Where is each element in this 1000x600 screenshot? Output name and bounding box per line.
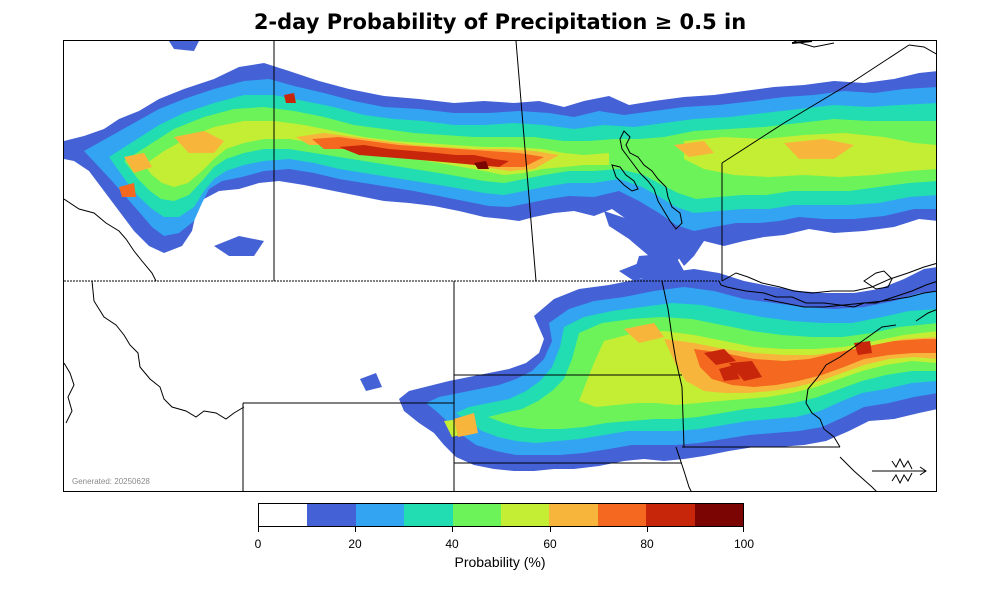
colorbar-bin-10-20 [307, 504, 356, 526]
colorbar-tick [550, 527, 551, 532]
contour-60-e2 [674, 141, 714, 157]
s-contour-60-blob [454, 413, 478, 437]
colorbar-tick [647, 527, 648, 532]
contour-60-east [784, 139, 854, 159]
colorbar-bin-60-70 [549, 504, 598, 526]
lake-nipigon [863, 270, 893, 290]
wi-mi-border [853, 324, 897, 348]
lake-huron [915, 309, 936, 322]
colorbar-bin-30-40 [404, 504, 453, 526]
colorbar-bin-20-30 [355, 504, 405, 526]
contour-10-blob [214, 236, 264, 256]
lake-winnipeg [619, 130, 683, 230]
s-contour-60-b2 [624, 323, 664, 343]
colorbar [258, 503, 744, 527]
contour-70-blob [119, 183, 136, 197]
s-contour-10-blob [360, 373, 382, 391]
hudson-coast [908, 44, 936, 55]
colorbar-tick-label: 100 [733, 537, 755, 551]
contour-90 [474, 161, 489, 169]
colorbar-tick-label: 40 [445, 537, 459, 551]
top-edge-mark [791, 41, 813, 44]
s-contour-10-blob2 [619, 263, 654, 281]
s-contour-80 [704, 349, 736, 365]
contour-10-blob4 [169, 41, 199, 51]
nd-mn-border [661, 280, 683, 388]
northern-precip-band [64, 41, 936, 286]
contour-60-west [174, 131, 224, 153]
contour-50 [144, 121, 609, 187]
alberta-sask-border [515, 41, 537, 282]
north-arrow-icon [872, 457, 927, 485]
colorbar-tick-label: 0 [254, 537, 262, 551]
lake-superior-north [763, 290, 936, 308]
wa-id [64, 362, 75, 424]
southern-precip-band [360, 263, 936, 471]
colorbar-tick-label: 80 [640, 537, 654, 551]
west-coast [64, 198, 157, 282]
international-border-east [718, 280, 936, 308]
colorbar-tick [355, 527, 356, 532]
s-contour-80-d [854, 341, 872, 355]
mn-wi-border [805, 346, 855, 448]
mi-upper [839, 456, 877, 491]
contour-80-b [284, 93, 296, 103]
colorbar-ticks [258, 527, 744, 533]
colorbar-tick [743, 527, 744, 532]
colorbar-bin-90-100 [694, 504, 744, 526]
lake-superior [721, 263, 936, 294]
colorbar-bin-50-60 [501, 504, 550, 526]
colorbar-tick [258, 527, 259, 532]
colorbar-bin-0-10 [259, 504, 308, 526]
map-title: 2-day Probability of Precipitation ≥ 0.5… [253, 10, 747, 34]
contour-80 [339, 145, 509, 167]
map-panel[interactable]: Generated: 20250628 [63, 40, 937, 492]
colorbar-bin-70-80 [597, 504, 647, 526]
colorbar-bin-80-90 [646, 504, 695, 526]
colorbar-tick-label: 60 [543, 537, 557, 551]
contour-10-blob2 [604, 211, 684, 266]
probability-map [64, 41, 936, 491]
generated-stamp: Generated: 20250628 [72, 477, 150, 486]
manitoba-ontario-diag [721, 44, 910, 164]
ia-ne-river [675, 446, 692, 491]
colorbar-label: Probability (%) [454, 554, 546, 570]
colorbar-tick-label: 20 [348, 537, 362, 551]
political-boundaries [64, 41, 936, 491]
contour-60-w2 [124, 153, 152, 173]
lake-manitoba [611, 164, 639, 192]
sd-mn-border [681, 386, 685, 448]
s-contour-80-c [729, 361, 762, 381]
id-mt-border [91, 280, 245, 420]
colorbar-bin-40-50 [452, 504, 502, 526]
colorbar-tick [452, 527, 453, 532]
